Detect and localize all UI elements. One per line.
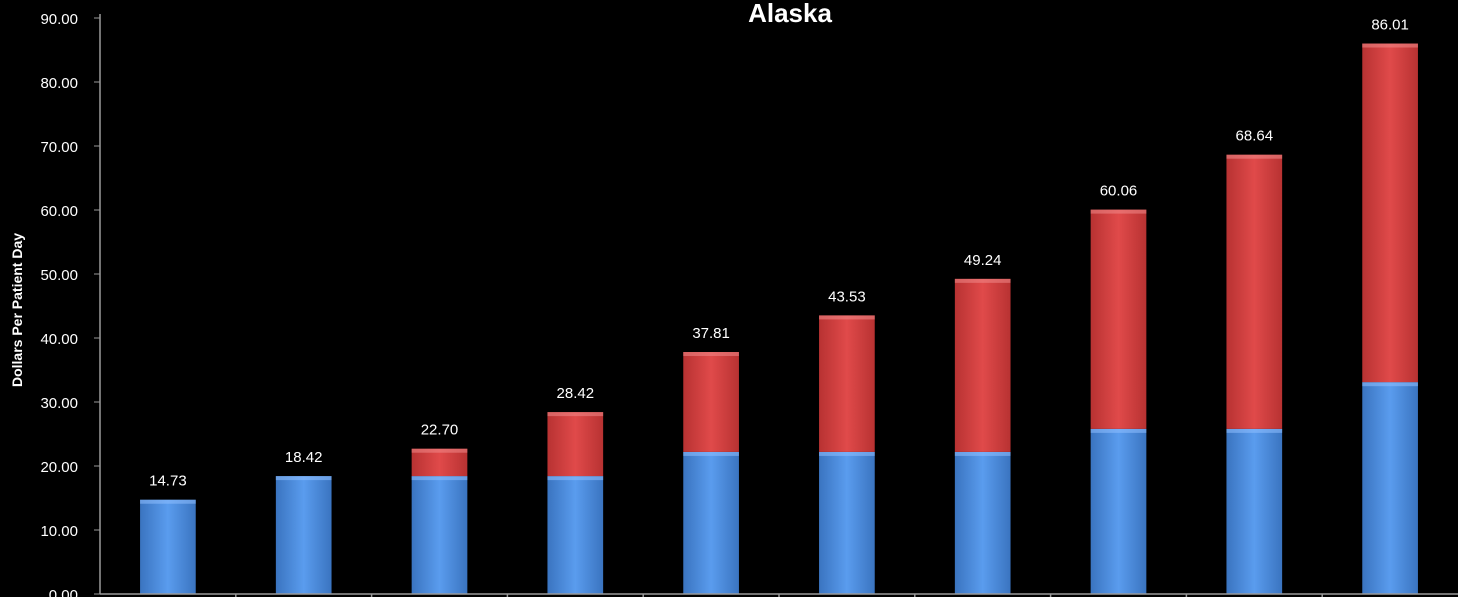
bar-segment-highlight [954,451,1011,456]
data-label: 49.24 [964,252,1002,269]
bar-segment-highlight [1226,428,1283,433]
bar-segment [954,278,1011,452]
bar-segment [1226,428,1283,594]
bar-segment-highlight [683,451,739,456]
bar-segment [1090,428,1147,594]
bar-segment-highlight [547,476,604,481]
data-label: 68.64 [1236,128,1274,145]
bar-segment-highlight [1362,382,1418,387]
y-tick-label: 30.00 [40,395,78,412]
data-label: 43.53 [828,288,866,305]
bar-segment-highlight [411,476,468,481]
bar-segment-highlight [683,352,739,357]
bar-segment [547,412,604,477]
bar-segment [954,451,1011,594]
bar-segment [1362,43,1418,383]
data-label: 60.06 [1100,183,1138,200]
bar-segment-highlight [819,315,875,320]
bar-segment-highlight [1090,209,1147,214]
bar-segment-highlight [1226,154,1283,159]
y-tick-label: 60.00 [40,203,78,220]
data-label: 28.42 [557,385,595,402]
y-tick-label: 50.00 [40,267,78,284]
data-label: 14.73 [149,473,187,490]
bar-segment [683,451,739,594]
y-tick-label: 10.00 [40,523,78,540]
bar-segment [547,476,604,594]
bar-segment [819,315,875,452]
y-tick-label: 70.00 [40,139,78,156]
bar-segment-highlight [1090,428,1147,433]
y-axis-label: Dollars Per Patient Day [9,233,25,387]
bars-group [140,43,1418,594]
y-tick-label: 0.00 [49,587,78,597]
data-label: 22.70 [421,422,459,439]
bar-segment-highlight [954,278,1011,283]
bar-segment-highlight [1362,43,1418,48]
data-labels-group: 14.73 18.42 22.70 28.42 37.81 43.53 49.24 60.06… [149,17,1409,490]
data-label: 18.42 [285,449,323,466]
bar-segment [1226,154,1283,429]
bar-segment-highlight [140,499,196,504]
bar-segment-highlight [411,448,468,453]
bar-segment [1362,382,1418,594]
bar-segment [275,476,332,594]
bar-segment [683,352,739,452]
data-label: 86.01 [1371,17,1409,34]
bar-segment [411,476,468,594]
bar-segment-highlight [547,412,604,417]
bar-segment [411,448,468,477]
bar-segment-highlight [275,476,332,481]
bar-segment [819,451,875,594]
y-tick-label: 20.00 [40,459,78,476]
data-label: 37.81 [692,325,730,342]
y-tick-label: 90.00 [40,11,78,28]
bar-segment [140,499,196,594]
bar-segment [1090,209,1147,429]
bar-segment-highlight [819,451,875,456]
y-axis-ticks: 0.00 10.00 20.00 30.00 40.00 50.00 60.00 70.00 8… [40,11,100,597]
chart-title: Alaska [748,0,832,28]
y-tick-label: 80.00 [40,75,78,92]
y-tick-label: 40.00 [40,331,78,348]
